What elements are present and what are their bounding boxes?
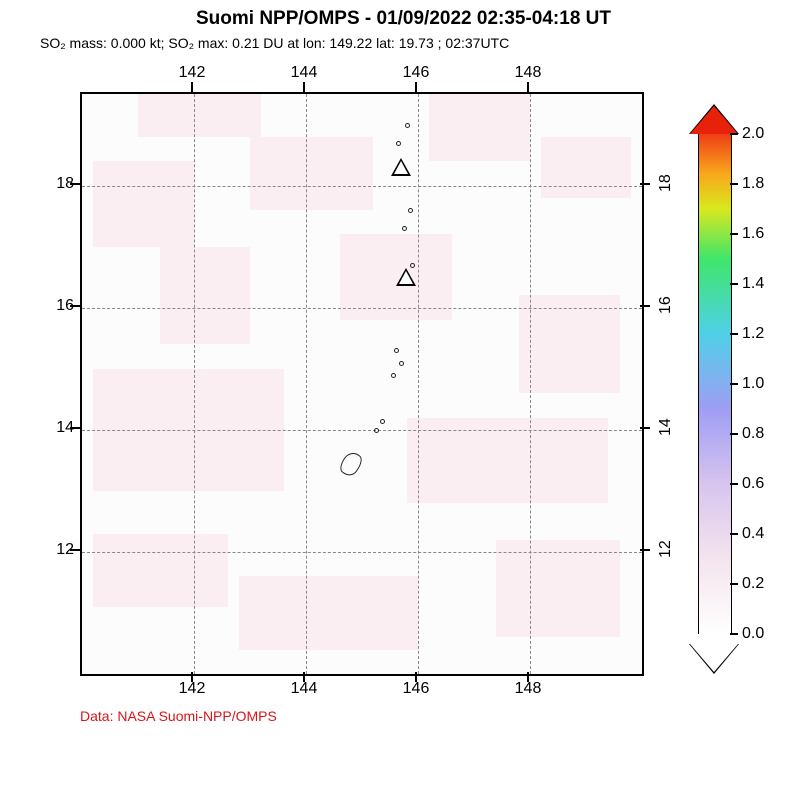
- colorbar-tick-label: 1.2: [742, 325, 764, 343]
- map-plot-area: [80, 92, 644, 676]
- x-tick-label: 148: [515, 64, 542, 82]
- colorbar-tick: [730, 233, 738, 235]
- colorbar-gradient: [698, 134, 732, 634]
- x-tick-label: 146: [403, 64, 430, 82]
- colorbar-tick: [730, 133, 738, 135]
- tick-mark: [640, 183, 650, 185]
- x-tick-label: 148: [515, 680, 542, 698]
- tick-mark: [303, 82, 305, 92]
- tick-mark: [640, 427, 650, 429]
- colorbar-tick-label: 1.4: [742, 275, 764, 293]
- island-speck: [399, 361, 404, 366]
- x-tick-label: 144: [291, 64, 318, 82]
- colorbar-tick-label: 0.6: [742, 475, 764, 493]
- y-tick-label: 14: [657, 418, 675, 436]
- island-speck: [408, 208, 413, 213]
- gridline-vertical: [194, 94, 195, 674]
- x-tick-label: 144: [291, 680, 318, 698]
- colorbar-tick-label: 1.8: [742, 175, 764, 193]
- gridline-vertical: [306, 94, 307, 674]
- data-patch: [138, 92, 261, 137]
- colorbar: 0.0 0.2 0.4 0.6 0.8 1.0 1.2 1.4 1.6 1.8 2.0: [680, 110, 790, 670]
- y-tick-label: 12: [50, 541, 74, 559]
- y-tick-label: 18: [50, 175, 74, 193]
- island-guam: [336, 449, 365, 479]
- data-patch: [239, 576, 418, 649]
- gridline-vertical: [530, 94, 531, 674]
- colorbar-tick: [730, 183, 738, 185]
- data-credit: Data: NASA Suomi-NPP/OMPS: [80, 708, 277, 724]
- colorbar-tick: [730, 333, 738, 335]
- colorbar-tick-label: 0.2: [742, 575, 764, 593]
- colorbar-tick: [730, 633, 738, 635]
- tick-mark: [640, 305, 650, 307]
- x-tick-label: 142: [179, 680, 206, 698]
- y-tick-label: 18: [657, 174, 675, 192]
- gridline-horizontal: [82, 308, 642, 309]
- island-speck: [380, 419, 385, 424]
- island-speck: [402, 226, 407, 231]
- colorbar-tick: [730, 433, 738, 435]
- colorbar-tick: [730, 383, 738, 385]
- island-speck: [396, 141, 401, 146]
- y-tick-label: 16: [50, 297, 74, 315]
- volcano-marker: [396, 268, 416, 286]
- data-patch: [93, 161, 194, 246]
- tick-mark: [415, 82, 417, 92]
- y-tick-label: 12: [657, 540, 675, 558]
- x-tick-label: 146: [403, 680, 430, 698]
- data-patch: [93, 534, 227, 607]
- data-patch: [160, 247, 250, 345]
- gridline-vertical: [418, 94, 419, 674]
- colorbar-tick: [730, 283, 738, 285]
- gridline-horizontal: [82, 186, 642, 187]
- tick-mark: [527, 82, 529, 92]
- colorbar-tick-label: 0.4: [742, 525, 764, 543]
- island-speck: [391, 373, 396, 378]
- island-speck: [405, 123, 410, 128]
- colorbar-over-arrow: [690, 106, 738, 134]
- data-patch: [541, 137, 631, 198]
- colorbar-tick-label: 0.8: [742, 425, 764, 443]
- island-speck: [394, 348, 399, 353]
- y-tick-label: 16: [657, 296, 675, 314]
- island-speck: [374, 428, 379, 433]
- gridline-horizontal: [82, 430, 642, 431]
- data-patch: [496, 540, 619, 638]
- plot-title: Suomi NPP/OMPS - 01/09/2022 02:35-04:18 …: [0, 8, 807, 30]
- colorbar-tick-label: 1.6: [742, 225, 764, 243]
- data-patch: [519, 295, 620, 393]
- plot-subtitle: SO₂ mass: 0.000 kt; SO₂ max: 0.21 DU at …: [40, 35, 509, 51]
- colorbar-tick-label: 1.0: [742, 375, 764, 393]
- volcano-marker: [391, 158, 411, 176]
- tick-mark: [191, 82, 193, 92]
- x-tick-label: 142: [179, 64, 206, 82]
- data-patch: [250, 137, 373, 210]
- colorbar-under-arrow: [690, 644, 738, 672]
- y-tick-label: 14: [50, 419, 74, 437]
- colorbar-tick: [730, 533, 738, 535]
- tick-mark: [640, 549, 650, 551]
- colorbar-tick: [730, 483, 738, 485]
- colorbar-tick-label: 0.0: [742, 625, 764, 643]
- data-patch: [429, 92, 530, 161]
- colorbar-tick: [730, 583, 738, 585]
- colorbar-tick-label: 2.0: [742, 125, 764, 143]
- gridline-horizontal: [82, 552, 642, 553]
